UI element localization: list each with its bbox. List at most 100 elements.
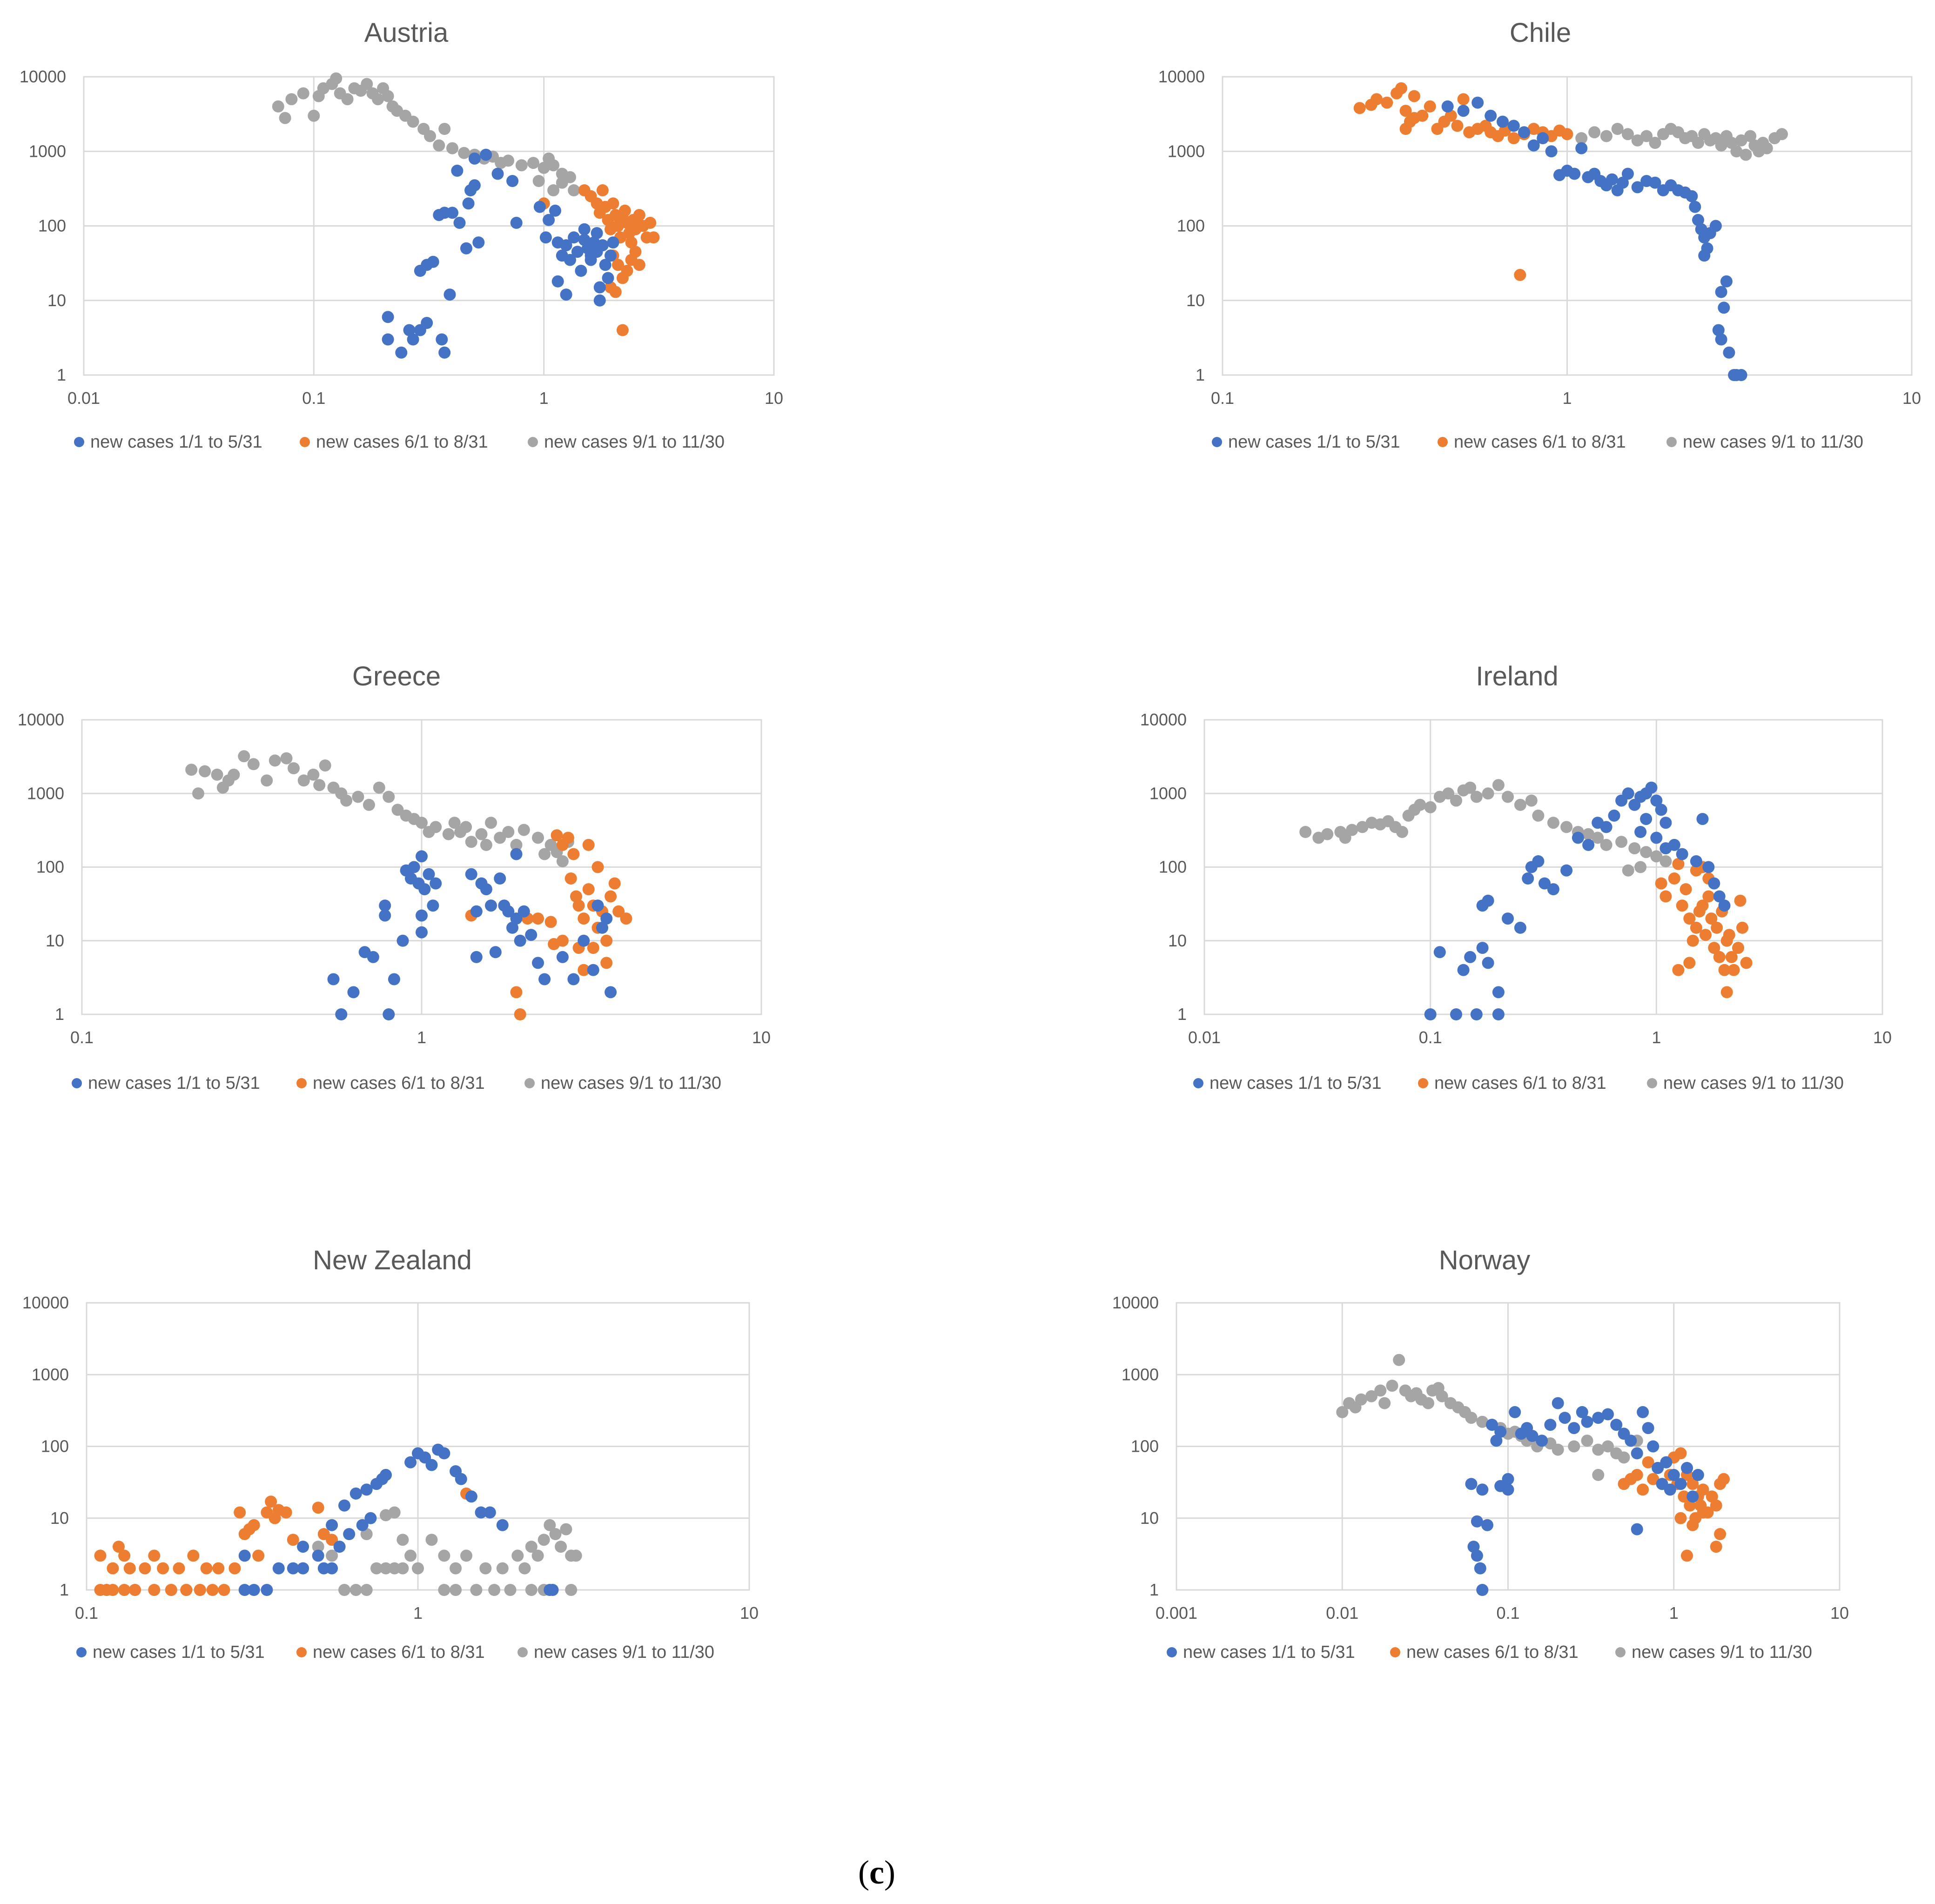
data-point <box>480 148 492 161</box>
data-point <box>1606 173 1618 186</box>
legend-label: new cases 9/1 to 11/30 <box>1632 1643 1812 1662</box>
legend-marker <box>1438 437 1448 447</box>
y-tick-label: 10 <box>1140 1508 1159 1528</box>
data-point <box>460 821 472 833</box>
data-point <box>269 754 281 767</box>
data-point <box>510 216 523 229</box>
x-tick-label: 0.1 <box>75 1603 98 1622</box>
data-point <box>531 1549 544 1562</box>
data-point <box>416 850 428 863</box>
data-point <box>475 828 488 840</box>
data-point <box>1744 130 1757 142</box>
data-point <box>599 259 611 271</box>
data-point <box>297 1541 309 1553</box>
data-point <box>288 762 300 775</box>
caption-open: ( <box>858 1854 869 1891</box>
data-point <box>465 836 477 848</box>
data-point <box>560 239 572 252</box>
data-point <box>1482 787 1494 800</box>
data-point <box>1696 813 1709 825</box>
x-tick-label: 1 <box>1669 1603 1679 1622</box>
data-point <box>212 1562 225 1575</box>
data-point <box>494 831 506 844</box>
data-point <box>1660 855 1672 867</box>
x-tick-label: 1 <box>413 1603 423 1622</box>
series-new-cases-9-1-to-11-30 <box>312 1506 582 1596</box>
legend-label: new cases 9/1 to 11/30 <box>1683 432 1863 452</box>
data-point <box>1622 787 1634 800</box>
data-point <box>1572 831 1584 844</box>
data-point <box>1582 838 1595 851</box>
caption-close: ) <box>884 1854 895 1891</box>
legend: new cases 1/1 to 5/31 new cases 6/1 to 8/… <box>1167 1643 1812 1662</box>
chart-title: New Zealand <box>313 1245 472 1275</box>
data-point <box>1676 899 1688 912</box>
data-point <box>403 324 416 336</box>
data-point <box>1486 1419 1498 1431</box>
data-point <box>1718 1473 1730 1485</box>
data-point <box>1537 132 1549 144</box>
data-point <box>1497 115 1509 128</box>
legend: new cases 1/1 to 5/31 new cases 6/1 to 8/… <box>74 432 725 452</box>
data-point <box>591 861 604 873</box>
data-point <box>1445 109 1457 122</box>
data-point <box>1492 1008 1505 1020</box>
y-tick-label: 1000 <box>29 141 66 161</box>
data-point <box>1615 836 1628 848</box>
data-point <box>1611 123 1624 135</box>
y-tick-label: 10000 <box>22 1293 69 1312</box>
data-point <box>361 78 373 90</box>
data-point <box>1709 220 1722 232</box>
data-point <box>416 909 428 922</box>
data-point <box>312 1549 324 1562</box>
data-point <box>514 1008 526 1020</box>
data-point <box>532 912 544 925</box>
y-tick-label: 10000 <box>18 710 64 729</box>
data-point <box>1622 864 1634 877</box>
x-tick-label: 0.1 <box>70 1028 94 1047</box>
legend-label: new cases 1/1 to 5/31 <box>88 1073 260 1093</box>
data-point <box>1592 1443 1605 1456</box>
data-point <box>427 255 439 268</box>
data-point <box>547 184 560 196</box>
data-point <box>518 1562 531 1575</box>
data-point <box>578 912 590 925</box>
data-point <box>234 1506 246 1519</box>
data-point <box>1690 855 1702 867</box>
data-point <box>556 951 569 963</box>
data-point <box>338 1499 350 1512</box>
data-point <box>448 817 461 829</box>
data-point <box>279 112 291 124</box>
x-tick-label: 1 <box>1652 1028 1661 1047</box>
plot-area <box>1203 719 1883 1015</box>
data-point <box>1399 105 1412 117</box>
data-point <box>165 1584 177 1596</box>
data-point <box>1433 946 1446 959</box>
legend-marker <box>1647 1078 1657 1088</box>
data-point <box>1720 275 1733 288</box>
x-tick-label: 1 <box>417 1028 426 1047</box>
data-point <box>319 759 331 772</box>
legend-label: new cases 1/1 to 5/31 <box>90 432 262 452</box>
data-point <box>1552 1443 1564 1456</box>
data-point <box>1715 286 1727 298</box>
data-point <box>1702 890 1715 903</box>
data-point <box>1536 1435 1548 1447</box>
data-point <box>1476 1483 1489 1496</box>
data-point <box>327 973 340 986</box>
data-point <box>307 768 320 781</box>
data-point <box>568 231 580 244</box>
series-new-cases-1-1-to-5-31 <box>382 148 619 359</box>
data-point <box>1686 190 1698 202</box>
legend-marker <box>1418 1078 1428 1088</box>
data-point <box>571 246 584 258</box>
data-point <box>1708 942 1720 954</box>
data-point <box>1645 781 1658 794</box>
data-point <box>510 838 523 851</box>
data-point <box>1723 346 1735 359</box>
data-point <box>1471 1515 1483 1528</box>
data-point <box>1490 1435 1503 1447</box>
y-tick-label: 100 <box>38 216 66 235</box>
x-tick-label: 10 <box>1830 1603 1849 1622</box>
legend-label: new cases 9/1 to 11/30 <box>541 1073 721 1093</box>
